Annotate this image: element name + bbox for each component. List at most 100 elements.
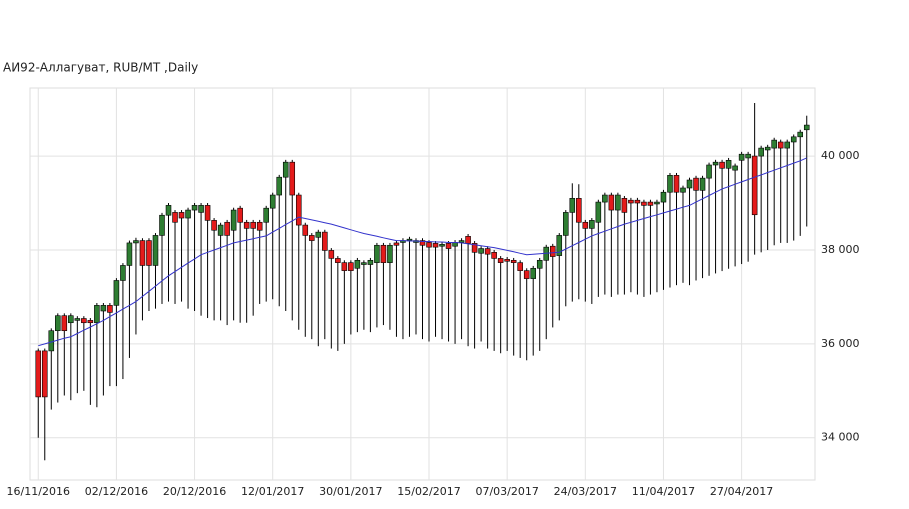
candle-body — [198, 205, 204, 213]
x-tick-label: 12/01/2017 — [241, 485, 304, 498]
candle-body — [152, 235, 159, 266]
candle-body — [159, 214, 165, 236]
candle-body — [87, 320, 94, 324]
candle-body — [797, 131, 804, 138]
candle-body — [361, 262, 367, 265]
candle-body — [556, 235, 563, 256]
x-tick-label: 11/04/2017 — [632, 485, 695, 498]
candle-body — [61, 315, 68, 332]
candle-body — [172, 212, 178, 223]
candle-body — [426, 242, 432, 248]
y-tick-label: 40 000 — [821, 149, 860, 162]
candle-body — [484, 248, 491, 255]
candle-body — [263, 207, 269, 223]
candle-body — [504, 259, 510, 262]
candle-body — [497, 258, 504, 263]
candle-body — [764, 146, 771, 151]
candle-body — [126, 242, 133, 266]
candle-body — [81, 318, 87, 324]
candle-body — [589, 220, 595, 229]
candle-body — [660, 191, 667, 203]
candle-body — [758, 147, 764, 157]
candle-body — [335, 258, 341, 263]
candle-body — [348, 262, 354, 271]
candle-body — [465, 236, 471, 244]
x-tick-label: 24/03/2017 — [554, 485, 617, 498]
candle-body — [667, 175, 673, 193]
y-tick-label: 38 000 — [821, 243, 860, 256]
candle-body — [706, 164, 712, 179]
candle-body — [608, 194, 615, 211]
candle-body — [712, 161, 719, 166]
y-tick-label: 34 000 — [821, 431, 860, 444]
x-tick-label: 02/12/2016 — [85, 485, 148, 498]
moving-average-line — [38, 157, 807, 347]
candle-body — [582, 221, 589, 229]
candle-body — [530, 267, 536, 279]
candle-body — [41, 350, 48, 398]
candle-body — [68, 315, 74, 324]
candle-body — [654, 201, 660, 205]
candle-body — [178, 212, 185, 219]
candle-body — [621, 198, 628, 213]
candle-body — [204, 205, 211, 221]
x-tick-label: 27/04/2017 — [710, 485, 773, 498]
candle-body — [393, 242, 400, 246]
candle-body — [387, 244, 393, 263]
candle-body — [55, 315, 61, 332]
candle-body — [647, 201, 654, 206]
candle-body — [549, 245, 556, 257]
candle-body — [445, 243, 452, 249]
y-tick-label: 36 000 — [821, 337, 860, 350]
candle-body — [777, 141, 784, 149]
candle-body — [185, 209, 191, 219]
candle-body — [256, 221, 263, 231]
candle-body — [35, 350, 42, 398]
candle-body — [458, 240, 465, 243]
candle-body — [491, 252, 497, 259]
x-tick-label: 07/03/2017 — [475, 485, 538, 498]
candle-body — [322, 231, 328, 251]
candle-body — [595, 201, 602, 223]
candle-body — [699, 177, 706, 191]
candle-body — [680, 187, 686, 193]
candle-body — [615, 194, 621, 211]
candle-body — [107, 305, 113, 313]
candle-body — [211, 220, 217, 231]
candle-body — [250, 221, 256, 229]
candle-body — [243, 221, 250, 229]
candle-body — [634, 199, 641, 204]
candle-body — [276, 176, 282, 196]
candle-body — [94, 305, 100, 324]
candle-body — [536, 259, 543, 269]
candle-body — [217, 224, 224, 236]
candle-body — [100, 305, 107, 312]
candle-body — [354, 259, 361, 269]
candle-body — [309, 235, 315, 241]
candle-body — [641, 201, 647, 206]
candle-body — [790, 136, 797, 143]
candle-body — [732, 165, 738, 171]
candle-body — [751, 155, 758, 216]
candle-body — [224, 221, 230, 236]
candle-body — [374, 244, 380, 263]
chart-title: АИ92-Аллагуват, RUB/MT ,Daily — [3, 61, 198, 75]
candle-body — [803, 124, 810, 131]
candle-body — [439, 244, 445, 247]
candle-body — [771, 139, 777, 149]
candle-body — [74, 318, 81, 321]
candle-body — [165, 205, 172, 216]
candle-body — [341, 262, 348, 271]
candle-body — [367, 259, 374, 265]
candle-body — [139, 240, 146, 266]
candle-body — [784, 141, 790, 149]
candle-body — [719, 161, 725, 169]
candle-body — [478, 248, 484, 254]
candle-body — [725, 159, 732, 169]
candle-body — [295, 194, 302, 226]
candle-body — [602, 194, 608, 203]
candle-body — [48, 330, 55, 352]
candle-body — [523, 270, 530, 279]
x-tick-label: 20/12/2016 — [163, 485, 226, 498]
